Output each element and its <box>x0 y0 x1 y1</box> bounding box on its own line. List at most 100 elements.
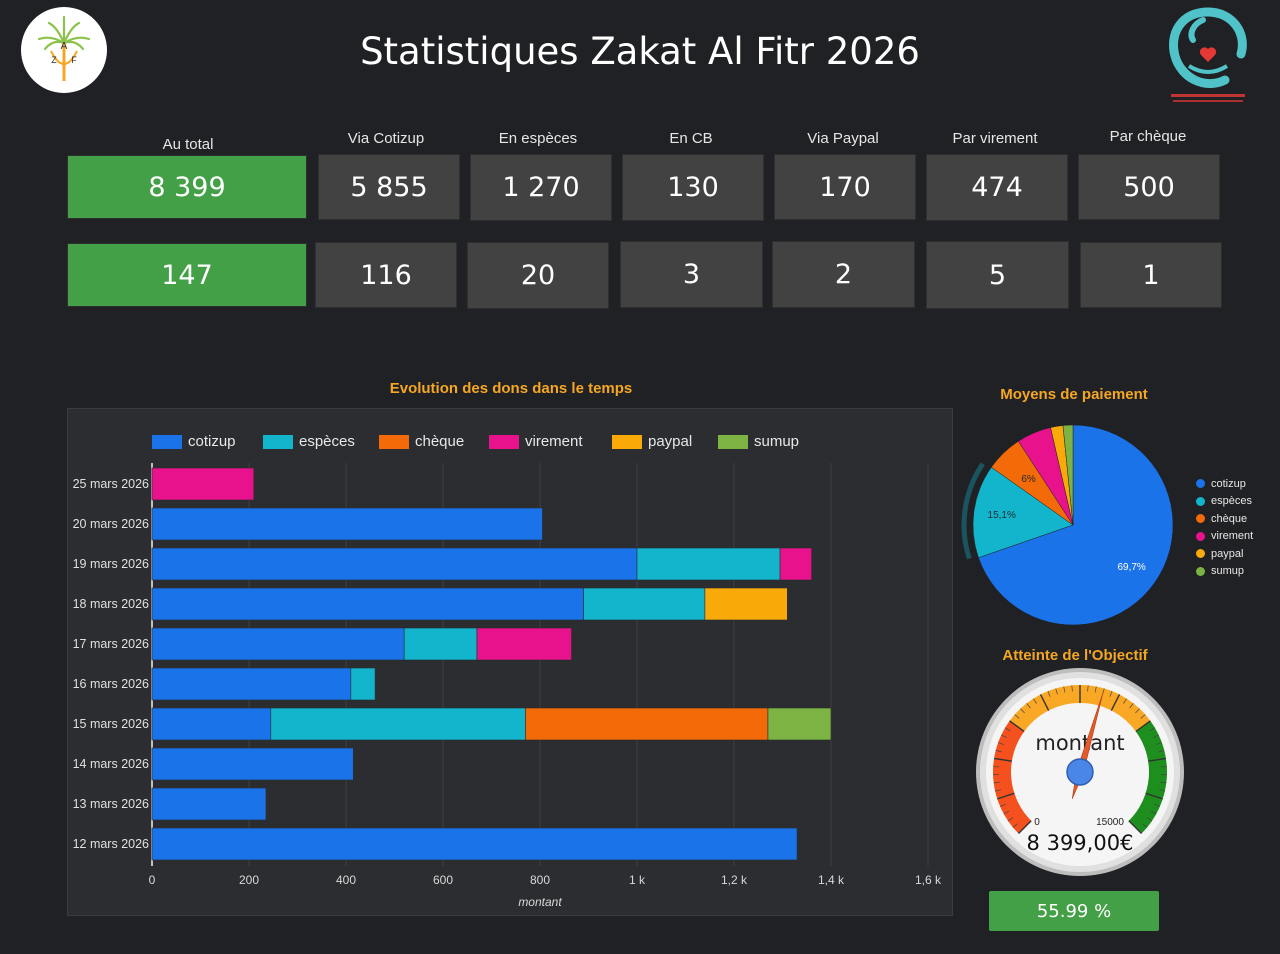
pie-legend-sumup-label: sumup <box>1211 565 1245 578</box>
gauge-minor-tick <box>1109 690 1113 697</box>
gauge-minor-tick <box>1094 686 1097 693</box>
pie-slice-label: 6% <box>1021 474 1036 485</box>
gauge-minor-tick <box>998 742 1004 745</box>
gauge-minor-tick <box>995 789 1002 792</box>
bar-chart-panel: cotizup espèces chèque virement paypal s… <box>67 408 953 916</box>
gauge-minor-tick <box>993 781 1000 784</box>
gauge-minor-tick <box>1129 703 1134 709</box>
gauge-minor-tick <box>1020 708 1025 714</box>
kpi-especes-amount: 1 270 <box>470 154 612 221</box>
pie-legend-sumup[interactable]: sumup <box>1196 563 1253 581</box>
gauge-minor-tick <box>1158 750 1165 753</box>
gauge-minor-tick <box>1003 810 1010 815</box>
kpi-total-amount: 8 399 <box>67 155 307 219</box>
kpi-cotizup-count: 116 <box>315 242 457 308</box>
gauge-title: Atteinte de l'Objectif <box>1002 647 1148 664</box>
legend-especes-swatch <box>263 434 293 449</box>
gauge-major-tick <box>1135 720 1151 733</box>
palm-logo-icon: A Z F <box>37 15 91 81</box>
gauge-minor-tick <box>1000 803 1006 807</box>
kpi-cotizup-amount: 5 855 <box>318 154 460 220</box>
gauge-needle-hub <box>1066 758 1094 786</box>
gauge-minor-tick <box>1154 803 1160 807</box>
legend-virement[interactable]: virement <box>489 433 583 450</box>
kpi-total-count: 147 <box>67 243 307 307</box>
pie-legend: cotizup espèces chèque virement paypal s… <box>1196 475 1253 580</box>
legend-virement-swatch <box>489 434 519 449</box>
gauge-minor-tick <box>1063 686 1066 693</box>
kpi-especes-count: 20 <box>467 242 609 309</box>
logo-letter-a: A <box>61 41 68 52</box>
gauge-band-2 <box>1128 720 1167 834</box>
legend-cotizup[interactable]: cotizup <box>152 433 236 450</box>
pie-legend-paypal-label: paypal <box>1211 547 1244 560</box>
gauge-minor-tick <box>1033 698 1037 704</box>
kpi-header-virement: Par virement <box>952 130 1038 147</box>
legend-paypal[interactable]: paypal <box>612 433 692 450</box>
legend-sumup-swatch <box>718 434 748 449</box>
gauge-minor-tick <box>1156 742 1162 745</box>
gauge-minor-tick <box>1012 823 1018 828</box>
kpi-cheque-count: 1 <box>1080 242 1222 308</box>
gauge-minor-tick <box>995 750 1002 753</box>
logo-association <box>1163 4 1253 106</box>
gauge-minor-tick <box>1007 817 1014 822</box>
gauge-face <box>986 678 1174 866</box>
association-emblem-icon <box>1169 7 1247 102</box>
gauge-major-tick <box>1148 757 1167 762</box>
pie-legend-especes-dot <box>1196 496 1205 506</box>
legend-sumup[interactable]: sumup <box>718 433 799 450</box>
kpi-virement-amount: 474 <box>926 154 1068 221</box>
gauge-minor-tick <box>1055 688 1058 695</box>
gauge-label: montant <box>1035 731 1124 755</box>
gauge-minor-tick <box>1004 727 1011 732</box>
pie-slice-paypal <box>1050 425 1074 526</box>
gauge-bezel <box>976 668 1184 876</box>
pie-slice-chèque <box>991 440 1074 526</box>
legend-paypal-swatch <box>612 434 642 449</box>
gauge-minor-tick <box>1001 734 1007 738</box>
gauge-minor-tick <box>1140 714 1146 719</box>
pie-legend-especes[interactable]: espèces <box>1196 493 1253 511</box>
pie-slice-virement <box>1018 427 1074 526</box>
kpi-cb-amount: 130 <box>622 154 764 221</box>
legend-cheque[interactable]: chèque <box>379 433 464 450</box>
gauge-major-tick <box>1128 820 1143 835</box>
gauge-minor-tick <box>1014 714 1020 719</box>
legend-cotizup-swatch <box>152 434 182 449</box>
kpi-header-total: Au total <box>162 136 214 153</box>
pie-legend-cotizup-dot <box>1196 479 1205 489</box>
gauge-max-label: 15000 <box>1096 817 1124 828</box>
pie-slice-label: 69,7% <box>1117 562 1145 573</box>
gauge-minor-tick <box>1146 817 1153 822</box>
logo-letter-f: F <box>71 55 77 65</box>
legend-cheque-swatch <box>379 434 409 449</box>
pie-legend-cotizup[interactable]: cotizup <box>1196 475 1253 493</box>
kpi-header-cheque: Par chèque <box>1109 128 1187 145</box>
pie-slice-cotizup <box>978 424 1174 626</box>
pie-legend-cheque-label: chèque <box>1211 512 1248 525</box>
gauge-minor-tick <box>1102 688 1105 695</box>
gauge-minor-tick <box>1158 789 1165 792</box>
legend-especes[interactable]: espèces <box>263 433 355 450</box>
pie-slice-label: 15,1% <box>988 510 1016 521</box>
gauge-min-label: 0 <box>1034 817 1040 828</box>
pie-chart-title: Moyens de paiement <box>1000 386 1148 403</box>
gauge-minor-tick <box>1135 708 1140 714</box>
gauge-needle <box>1071 693 1104 800</box>
bar-chart-title: Evolution des dons dans le temps <box>389 380 633 397</box>
gauge-major-tick <box>1009 720 1025 733</box>
kpi-paypal-count: 2 <box>772 241 915 308</box>
gauge-band-1 <box>1009 685 1151 732</box>
pie-legend-virement[interactable]: virement <box>1196 528 1253 546</box>
legend-cheque-label: chèque <box>415 433 465 450</box>
kpi-virement-count: 5 <box>926 241 1069 309</box>
pie-legend-paypal[interactable]: paypal <box>1196 545 1253 563</box>
gauge-major-tick <box>997 792 1015 800</box>
page-title: Statistiques Zakat Al Fitr 2026 <box>360 30 920 73</box>
gauge-minor-tick <box>1123 698 1127 704</box>
pie-slice-sumup <box>1062 424 1074 526</box>
pie-legend-cotizup-label: cotizup <box>1211 477 1246 490</box>
logo-zakat-al-fitr: A Z F <box>21 7 107 93</box>
pie-legend-cheque[interactable]: chèque <box>1196 510 1253 528</box>
